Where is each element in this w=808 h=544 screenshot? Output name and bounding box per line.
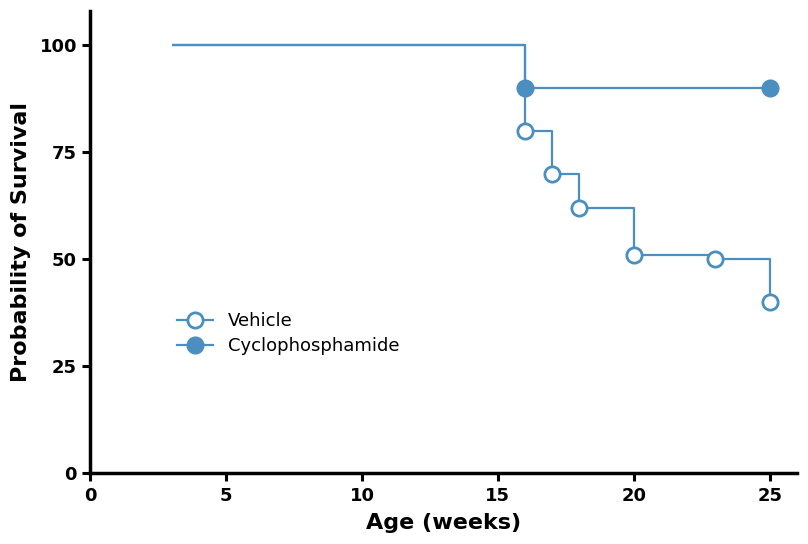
X-axis label: Age (weeks): Age (weeks) <box>366 513 521 533</box>
Y-axis label: Probability of Survival: Probability of Survival <box>11 102 32 382</box>
Legend: Vehicle, Cyclophosphamide: Vehicle, Cyclophosphamide <box>170 305 406 363</box>
